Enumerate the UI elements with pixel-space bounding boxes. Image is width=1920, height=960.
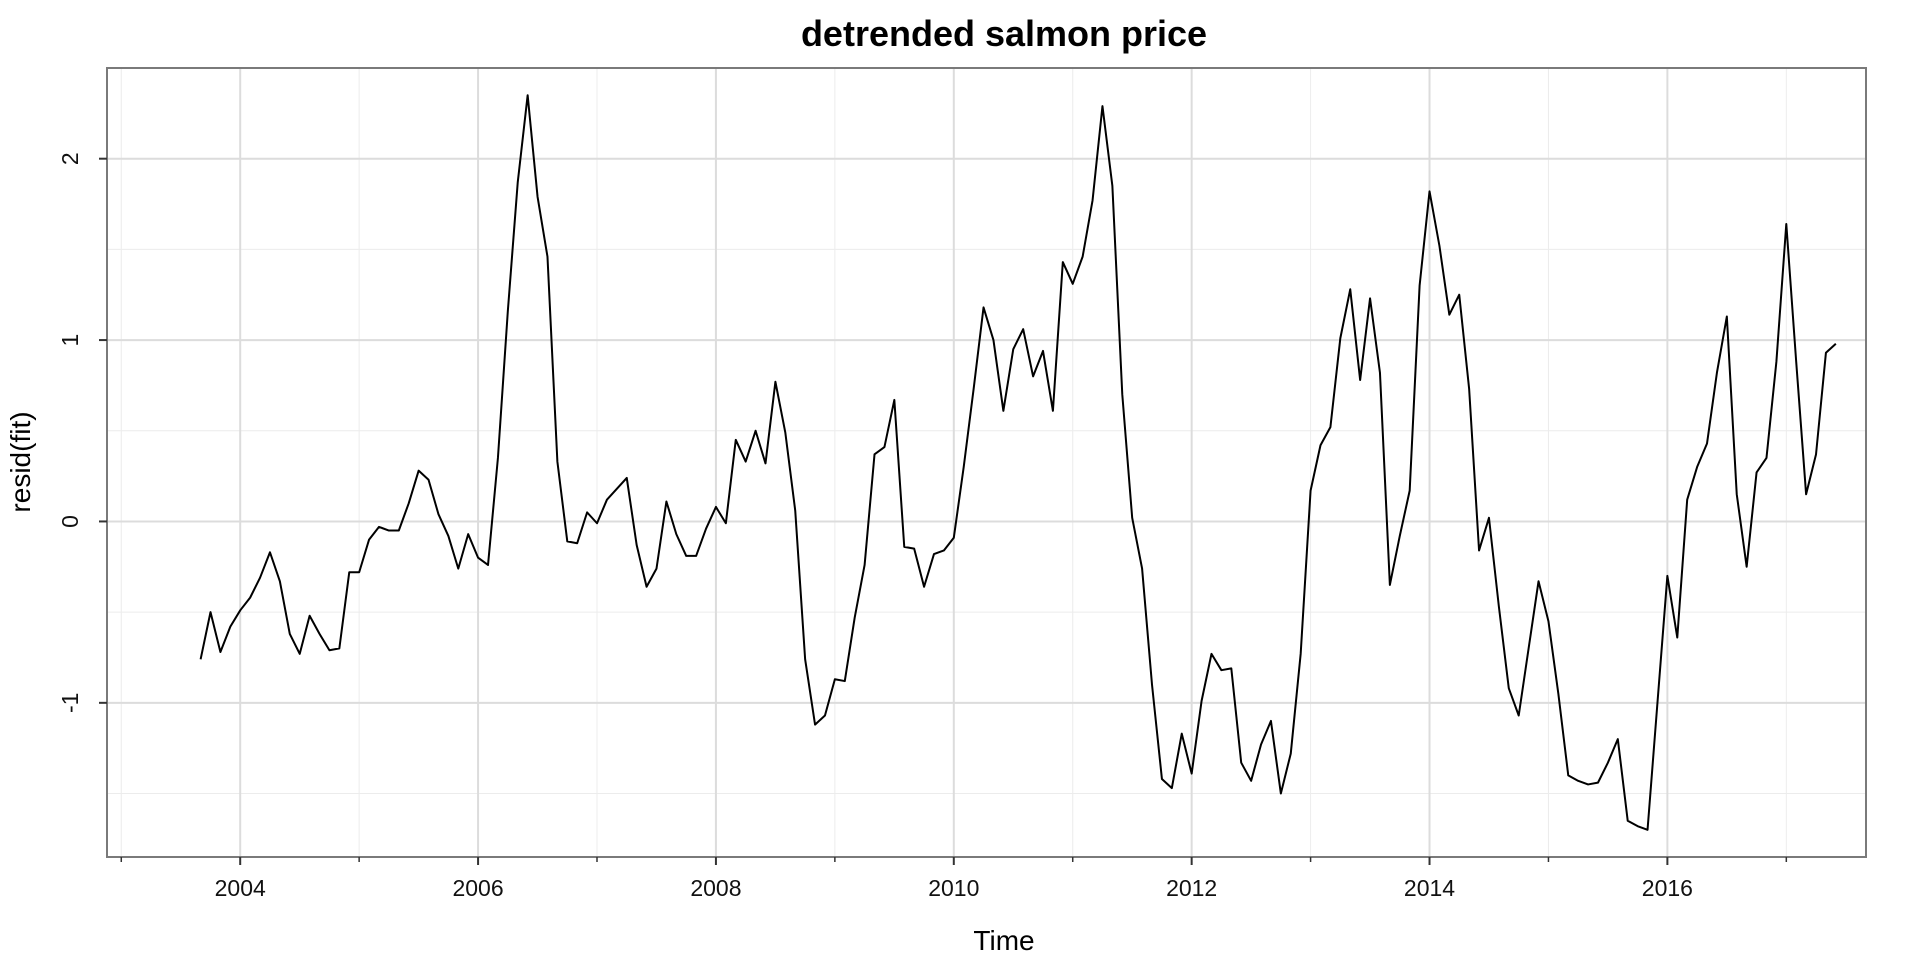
x-axis-label: Time [973,925,1034,956]
y-tick-label: 2 [57,152,83,165]
y-tick-label: -1 [57,693,83,713]
x-tick-label: 2008 [690,875,741,901]
series-layer [199,94,1837,831]
x-tick-label: 2004 [215,875,266,901]
x-axis: 2004 2006 2008 2010 2012 2014 2016 [120,857,1788,901]
plot-border [106,67,1867,858]
x-tick-label: 2010 [928,875,979,901]
chart-title: detrended salmon price [801,13,1207,54]
minor-gridlines [107,68,1866,857]
y-axis: -1 0 1 2 [57,152,107,713]
x-tick-label: 2014 [1404,875,1455,901]
y-axis-label: resid(fit) [5,411,36,512]
x-tick-label: 2016 [1642,875,1693,901]
y-tick-label: 1 [57,334,83,347]
major-gridlines [107,68,1866,857]
x-tick-label: 2012 [1166,875,1217,901]
y-tick-label: 0 [57,515,83,528]
x-tick-label: 2006 [452,875,503,901]
series-line [199,94,1837,831]
